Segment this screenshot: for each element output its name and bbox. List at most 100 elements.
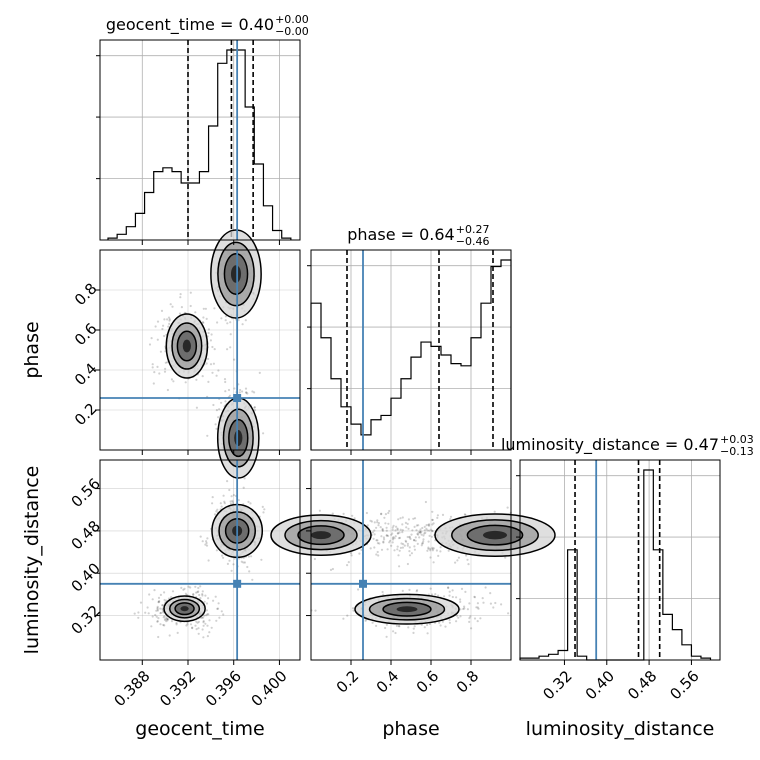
scatter-point-gt-dist bbox=[230, 495, 233, 498]
scatter-point-gt-phase bbox=[212, 362, 215, 365]
scatter-point-gt-phase bbox=[207, 380, 210, 383]
contour-phase-dist-right-1 bbox=[451, 519, 539, 552]
scatter-point-gt-dist bbox=[232, 563, 235, 566]
scatter-point-phase-dist bbox=[506, 506, 509, 509]
density-fill-gt-phase-top-3 bbox=[230, 265, 242, 283]
scatter-point-gt-dist bbox=[261, 505, 264, 508]
scatter-point-gt-phase bbox=[158, 372, 161, 375]
scatter-point-phase-dist bbox=[493, 510, 496, 513]
scatter-point-gt-phase bbox=[213, 348, 216, 351]
scatter-point-phase-dist bbox=[407, 626, 410, 629]
scatter-point-gt-dist bbox=[180, 586, 183, 590]
scatter-point-phase-dist bbox=[437, 594, 440, 597]
scatter-point-gt-phase bbox=[151, 366, 154, 369]
scatter-point-gt-phase bbox=[244, 319, 247, 322]
scatter-point-gt-dist bbox=[204, 622, 207, 625]
scatter-point-gt-dist bbox=[210, 626, 213, 629]
scatter-point-phase-dist bbox=[457, 556, 460, 559]
scatter-point-phase-dist bbox=[406, 562, 409, 566]
contour-gt-phase-bot-2 bbox=[228, 418, 249, 458]
density-fill-phase-dist-lower-3 bbox=[396, 606, 418, 613]
scatter-point-phase-dist bbox=[346, 614, 349, 617]
scatter-point-gt-dist bbox=[151, 615, 154, 618]
scatter-point-gt-phase bbox=[228, 394, 232, 397]
scatter-point-gt-dist bbox=[202, 616, 205, 619]
scatter-point-gt-dist bbox=[201, 594, 204, 597]
x-axis-label-phase: phase bbox=[382, 718, 439, 740]
density-fill-phase-dist-left-3 bbox=[311, 531, 331, 540]
scatter-point-phase-dist bbox=[385, 534, 388, 537]
scatter-point-gt-dist bbox=[197, 627, 200, 630]
scatter-point-phase-dist bbox=[414, 536, 417, 539]
scatter-point-gt-phase bbox=[229, 333, 232, 336]
scatter-point-phase-dist bbox=[423, 525, 426, 529]
scatter-point-phase-dist bbox=[417, 524, 420, 527]
scatter-point-phase-dist bbox=[432, 547, 435, 550]
scatter-point-gt-dist bbox=[215, 510, 218, 513]
truth-marker-panel-0 bbox=[233, 394, 242, 402]
scatter-point-gt-phase bbox=[167, 325, 170, 328]
scatter-point-phase-dist bbox=[504, 556, 507, 559]
scatter-point-gt-dist bbox=[161, 604, 164, 607]
scatter-point-phase-dist bbox=[421, 542, 424, 545]
scatter-point-phase-dist bbox=[370, 520, 373, 523]
scatter-point-phase-dist bbox=[459, 598, 462, 601]
scatter-point-gt-dist bbox=[216, 607, 219, 611]
scatter-point-gt-phase bbox=[253, 391, 256, 394]
scatter-point-phase-dist bbox=[342, 617, 345, 620]
scatter-point-gt-dist bbox=[237, 499, 240, 502]
scatter-point-gt-dist bbox=[189, 586, 192, 589]
scatter-point-gt-dist bbox=[191, 627, 194, 630]
scatter-point-phase-dist bbox=[381, 529, 384, 533]
scatter-point-gt-phase bbox=[244, 387, 248, 390]
scatter-point-gt-dist bbox=[197, 586, 200, 590]
scatter-point-gt-phase bbox=[189, 304, 192, 308]
scatter-point-phase-dist bbox=[448, 590, 451, 593]
scatter-point-phase-dist bbox=[441, 620, 444, 623]
scatter-point-phase-dist bbox=[331, 567, 334, 571]
scatter-point-phase-dist bbox=[373, 529, 376, 532]
scatter-point-gt-phase bbox=[163, 334, 166, 338]
panel-title-phase: phase = 0.64 bbox=[347, 225, 454, 244]
scatter-point-phase-dist bbox=[466, 608, 469, 611]
scatter-point-gt-dist bbox=[165, 616, 168, 619]
scatter-point-gt-dist bbox=[199, 535, 202, 538]
scatter-point-phase-dist bbox=[357, 588, 360, 591]
scatter-point-gt-dist bbox=[154, 613, 157, 617]
scatter-point-gt-phase bbox=[246, 392, 249, 395]
scatter-point-gt-dist bbox=[196, 591, 199, 594]
scatter-point-gt-phase bbox=[184, 381, 187, 384]
scatter-point-gt-dist bbox=[248, 570, 251, 573]
scatter-point-gt-dist bbox=[247, 555, 250, 558]
scatter-point-gt-dist bbox=[218, 616, 221, 619]
scatter-point-gt-dist bbox=[189, 623, 193, 626]
scatter-point-gt-dist bbox=[199, 585, 202, 588]
scatter-point-gt-phase bbox=[241, 390, 244, 393]
scatter-point-phase-dist bbox=[428, 622, 431, 626]
scatter-point-gt-phase bbox=[160, 309, 164, 312]
scatter-point-gt-phase bbox=[211, 345, 214, 349]
scatter-point-phase-dist bbox=[369, 519, 372, 522]
scatter-point-gt-dist bbox=[163, 624, 166, 627]
contour-gt-phase-mid-2 bbox=[176, 330, 198, 362]
scatter-point-phase-dist bbox=[421, 542, 424, 545]
scatter-point-gt-dist bbox=[157, 601, 160, 604]
scatter-point-gt-dist bbox=[171, 590, 175, 593]
scatter-point-phase-dist bbox=[398, 565, 401, 568]
scatter-point-phase-dist bbox=[481, 597, 484, 600]
scatter-point-phase-dist bbox=[371, 531, 375, 534]
scatter-point-gt-dist bbox=[203, 614, 206, 617]
scatter-point-gt-dist bbox=[159, 611, 163, 615]
scatter-point-gt-dist bbox=[260, 558, 263, 561]
scatter-point-phase-dist bbox=[416, 589, 419, 592]
panel-title-sub-geocent_time: −0.00 bbox=[275, 25, 309, 38]
scatter-point-gt-phase bbox=[163, 370, 167, 373]
scatter-point-gt-phase bbox=[156, 320, 160, 323]
scatter-point-gt-dist bbox=[223, 500, 226, 503]
scatter-point-phase-dist bbox=[507, 612, 510, 615]
scatter-point-phase-dist bbox=[413, 545, 416, 548]
scatter-point-gt-phase bbox=[220, 401, 223, 404]
scatter-point-gt-dist bbox=[251, 578, 254, 581]
scatter-point-gt-dist bbox=[215, 549, 218, 552]
